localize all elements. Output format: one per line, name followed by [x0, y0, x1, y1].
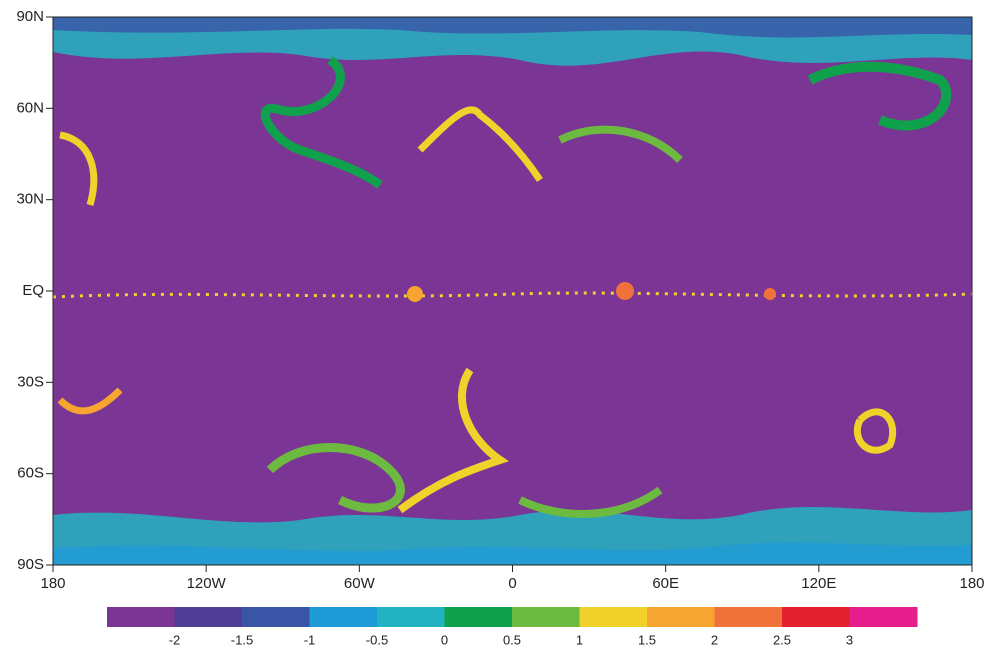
- convection: [616, 282, 634, 300]
- colorbar-swatch: [714, 607, 783, 627]
- x-tick-label: 120W: [187, 575, 227, 592]
- colorbar-tick-label: 2.5: [773, 632, 791, 647]
- swirl: [853, 408, 897, 454]
- convection: [764, 288, 776, 300]
- colorbar-tick-label: 1.5: [638, 632, 656, 647]
- y-tick-label: 60N: [16, 99, 44, 116]
- colorbar-swatch: [444, 607, 513, 627]
- swirl: [518, 486, 663, 518]
- y-tick-label: EQ: [22, 282, 44, 299]
- swirl: [558, 125, 683, 163]
- y-tick-label: 60S: [17, 465, 44, 482]
- colorbar-swatch: [242, 607, 310, 627]
- y-tick-label: 30S: [17, 373, 44, 390]
- map-field: [53, 17, 972, 565]
- colorbar: -2 -1.5 -1 -0.5 0 0.5 1 1.5 2 2.5 3: [107, 607, 918, 647]
- x-tick-label: 0: [508, 575, 516, 592]
- swirl: [417, 106, 543, 182]
- colorbar-swatch: [377, 607, 445, 627]
- colorbar-tick-label: 0: [441, 632, 448, 647]
- x-tick-label: 60W: [344, 575, 376, 592]
- polar-band: [53, 17, 972, 38]
- colorbar-tick-label: -0.5: [366, 632, 388, 647]
- colorbar-tick-label: 0.5: [503, 632, 521, 647]
- x-tick-label: 60E: [652, 575, 679, 592]
- colorbar-tick-label: 3: [846, 632, 853, 647]
- colorbar-swatch: [309, 607, 378, 627]
- colorbar-tick-label: -1.5: [231, 632, 253, 647]
- colorbar-swatch: [512, 607, 580, 627]
- colorbar-swatch: [174, 607, 243, 627]
- x-tick-label: 180: [959, 575, 984, 592]
- swirl: [807, 61, 952, 131]
- colorbar-swatch: [107, 607, 175, 627]
- colorbar-swatch: [782, 607, 850, 627]
- itcz: [53, 291, 972, 299]
- swirl: [59, 131, 98, 206]
- convection: [407, 286, 423, 302]
- colorbar-swatch: [849, 607, 918, 627]
- y-tick-label: 90N: [16, 8, 44, 25]
- swirl: [57, 387, 123, 415]
- polar-band: [53, 542, 972, 565]
- y-tick-label: 30N: [16, 191, 44, 208]
- swirl: [397, 367, 510, 514]
- swirl: [260, 56, 383, 189]
- colorbar-tick-label: 1: [576, 632, 583, 647]
- x-tick-label: 120E: [801, 575, 836, 592]
- swirl: [266, 443, 405, 513]
- y-tick-label: 90S: [17, 556, 44, 573]
- x-tick-label: 180: [40, 575, 65, 592]
- colorbar-tick-label: -1: [304, 632, 316, 647]
- colorbar-tick-label: 2: [711, 632, 718, 647]
- colorbar-tick-label: -2: [169, 632, 181, 647]
- colorbar-swatch: [579, 607, 648, 627]
- map-background: [53, 17, 972, 565]
- colorbar-swatch: [647, 607, 715, 627]
